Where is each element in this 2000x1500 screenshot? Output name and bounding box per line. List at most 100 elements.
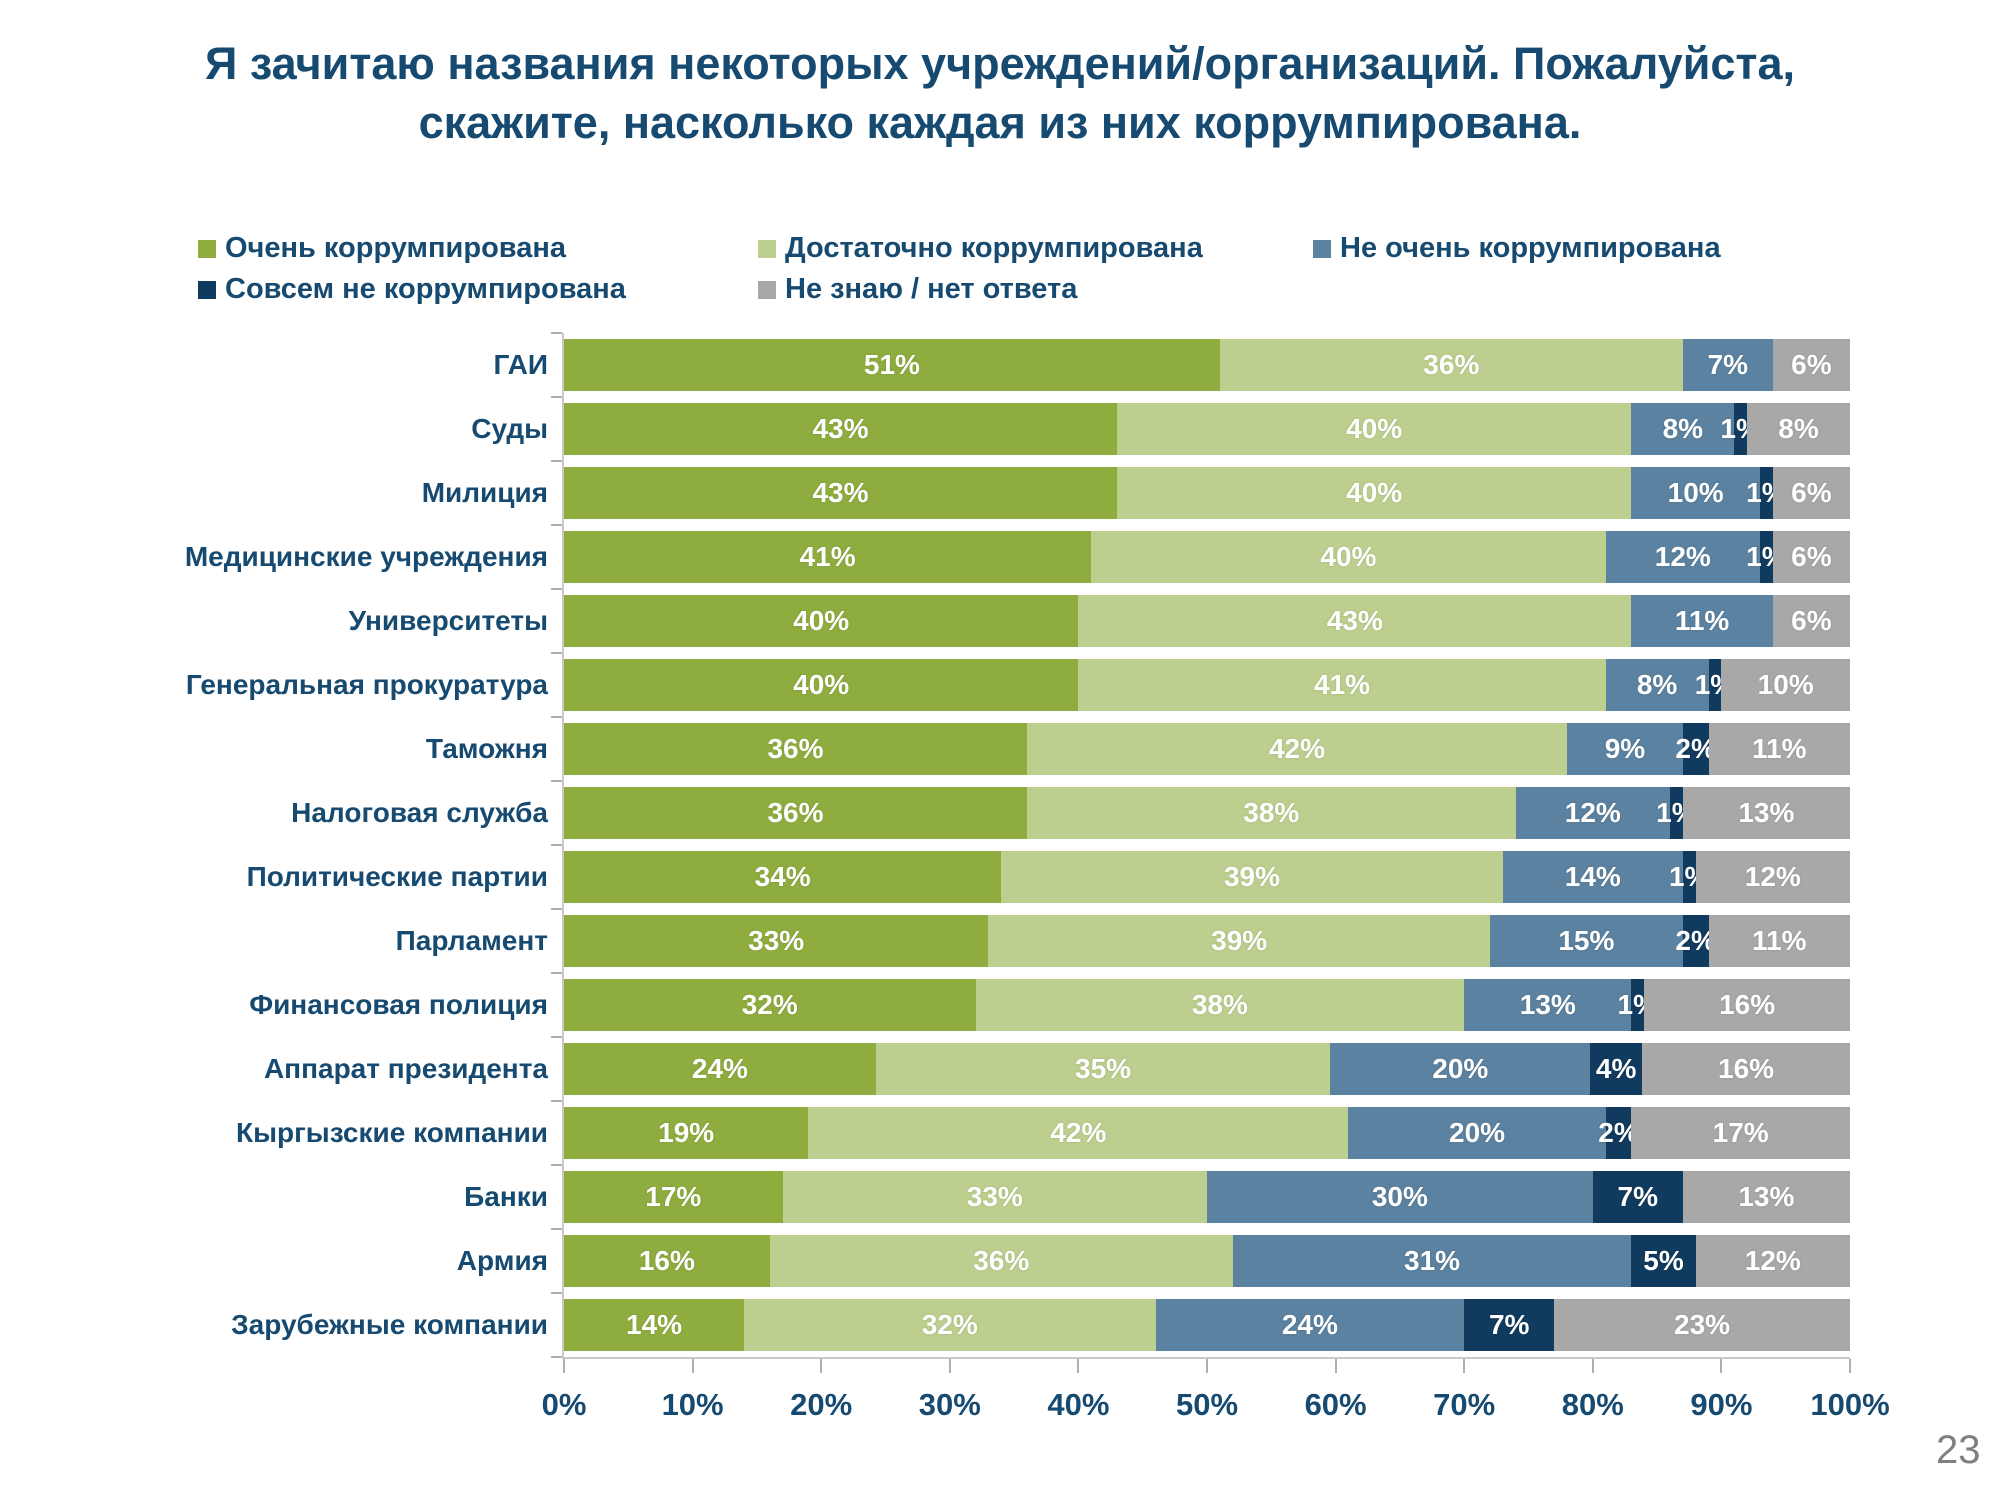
bar-segment: 23% bbox=[1554, 1299, 1850, 1351]
category-label: Кыргызские компании bbox=[236, 1117, 548, 1148]
category-label: Суды bbox=[471, 413, 548, 444]
bar-segment: 11% bbox=[1708, 915, 1850, 967]
bar-segment: 51% bbox=[564, 339, 1220, 391]
category-label: ГАИ bbox=[493, 349, 548, 380]
legend-item-4: Не знаю / нет ответа bbox=[758, 273, 1313, 306]
segment-value-label: 42% bbox=[1268, 733, 1326, 764]
bar-segment: 16% bbox=[1644, 979, 1850, 1031]
value-axis-tick bbox=[691, 1359, 694, 1373]
value-axis-tick-label: 60% bbox=[1304, 1387, 1367, 1422]
chart-row: Финансовая полиция 32% 38% 13% 1% 16% bbox=[100, 973, 1850, 1037]
value-axis-tick bbox=[1591, 1359, 1594, 1373]
bar-segment: 16% bbox=[1642, 1043, 1850, 1095]
bar-track: 43% 40% 8% 1% 8% bbox=[564, 403, 1850, 455]
bar-segment: 7% bbox=[1682, 339, 1773, 391]
chart-row: Таможня 36% 42% 9% 2% 11% bbox=[100, 717, 1850, 781]
bar-track: 51% 36% 7% 6% bbox=[564, 339, 1850, 391]
chart-row: Кыргызские компании 19% 42% 20% 2% 17% bbox=[100, 1101, 1850, 1165]
segment-value-label: 6% bbox=[1791, 605, 1832, 636]
chart-row: Политические партии 34% 39% 14% 1% 12% bbox=[100, 845, 1850, 909]
bar-track: 33% 39% 15% 2% 11% bbox=[564, 915, 1850, 967]
segment-value-label: 12% bbox=[1564, 797, 1621, 828]
chart-row: Милиция 43% 40% 10% 1% 6% bbox=[100, 461, 1850, 525]
bar-segment: 40% bbox=[564, 659, 1079, 711]
segment-value-label: 13% bbox=[1519, 989, 1576, 1020]
bar-segment: 10% bbox=[1721, 659, 1850, 711]
bar-segment: 36% bbox=[564, 787, 1027, 839]
chart-row: Медицинские учреждения 41% 40% 12% 1% 6% bbox=[100, 525, 1850, 589]
category-axis-tick bbox=[551, 396, 562, 398]
legend-label: Совсем не коррумпирована bbox=[225, 273, 626, 305]
segment-value-label: 33% bbox=[748, 925, 805, 956]
value-axis-tick-label: 10% bbox=[661, 1387, 724, 1422]
category-axis-tick bbox=[551, 780, 562, 782]
segment-value-label: 11% bbox=[1674, 605, 1730, 636]
segment-value-label: 40% bbox=[1320, 541, 1377, 572]
bar-segment: 19% bbox=[564, 1107, 809, 1159]
bar-segment: 12% bbox=[1515, 787, 1670, 839]
bar-segment: 13% bbox=[1682, 787, 1850, 839]
bar-segment: 1% bbox=[1720, 403, 1761, 455]
bar-segment: 33% bbox=[782, 1171, 1207, 1223]
segment-value-label: 16% bbox=[1718, 1053, 1775, 1084]
bar-segment: 8% bbox=[1631, 403, 1735, 455]
segment-value-label: 51% bbox=[863, 349, 920, 380]
category-axis-tick bbox=[551, 1100, 562, 1102]
segment-value-label: 19% bbox=[658, 1117, 715, 1148]
value-axis-tick bbox=[1849, 1359, 1851, 1373]
bar-segment: 11% bbox=[1631, 595, 1773, 647]
segment-value-label: 20% bbox=[1449, 1117, 1506, 1148]
segment-value-label: 14% bbox=[1564, 861, 1621, 892]
bar-segment: 20% bbox=[1348, 1107, 1606, 1159]
segment-value-label: 14% bbox=[625, 1309, 683, 1340]
segment-value-label: 7% bbox=[1617, 1181, 1659, 1212]
segment-value-label: 32% bbox=[921, 1309, 978, 1340]
category-axis-tick bbox=[551, 716, 562, 718]
chart-row: Генеральная прокуратура 40% 41% 8% 1% 10% bbox=[100, 653, 1850, 717]
segment-value-label: 36% bbox=[767, 797, 824, 828]
segment-value-label: 9% bbox=[1604, 733, 1646, 764]
legend-item-2: Не очень коррумпирована bbox=[1313, 232, 1838, 265]
segment-value-label: 43% bbox=[812, 477, 869, 508]
bar-segment: 40% bbox=[1116, 403, 1632, 455]
bar-segment: 14% bbox=[564, 1299, 745, 1351]
legend-swatch-icon bbox=[198, 239, 216, 258]
segment-value-label: 33% bbox=[966, 1181, 1023, 1212]
segment-value-label: 31% bbox=[1404, 1245, 1461, 1276]
segment-value-label: 42% bbox=[1050, 1117, 1107, 1148]
bar-segment: 11% bbox=[1708, 723, 1850, 775]
bar-segment: 34% bbox=[564, 851, 1002, 903]
chart-row: Армия 16% 36% 31% 5% 12% bbox=[100, 1229, 1850, 1293]
bar-segment: 6% bbox=[1772, 531, 1850, 583]
bar-segment: 2% bbox=[1598, 1107, 1639, 1159]
bar-segment: 12% bbox=[1695, 1235, 1850, 1287]
value-axis-tick bbox=[1206, 1359, 1208, 1373]
value-axis-tick bbox=[948, 1359, 951, 1373]
segment-value-label: 30% bbox=[1371, 1181, 1428, 1212]
bar-segment: 30% bbox=[1206, 1171, 1593, 1223]
category-axis-tick bbox=[551, 1036, 562, 1038]
bar-segment: 43% bbox=[564, 403, 1117, 455]
bar-segment: 1% bbox=[1669, 851, 1709, 903]
bar-segment: 12% bbox=[1695, 851, 1850, 903]
value-axis-tick bbox=[1463, 1359, 1466, 1373]
bar-segment: 38% bbox=[1026, 787, 1516, 839]
segment-value-label: 40% bbox=[1346, 413, 1403, 444]
bar-segment: 36% bbox=[769, 1235, 1233, 1287]
segment-value-label: 8% bbox=[1636, 669, 1678, 700]
bar-segment: 40% bbox=[1091, 531, 1606, 583]
chart-row: Аппарат президента 24% 35% 20% 4% 16% bbox=[100, 1037, 1850, 1101]
category-label: Армия bbox=[456, 1245, 548, 1276]
segment-value-label: 11% bbox=[1751, 733, 1807, 764]
bar-segment: 13% bbox=[1464, 979, 1632, 1031]
category-axis-tick bbox=[551, 524, 562, 526]
bar-segment: 36% bbox=[564, 723, 1027, 775]
bar-segment: 6% bbox=[1772, 595, 1850, 647]
segment-value-label: 17% bbox=[1712, 1117, 1769, 1148]
segment-value-label: 36% bbox=[973, 1245, 1030, 1276]
bar-segment: 2% bbox=[1675, 723, 1716, 775]
category-axis-tick bbox=[551, 1228, 562, 1230]
bar-segment: 43% bbox=[564, 467, 1117, 519]
value-axis-tick-label: 0% bbox=[541, 1387, 587, 1422]
